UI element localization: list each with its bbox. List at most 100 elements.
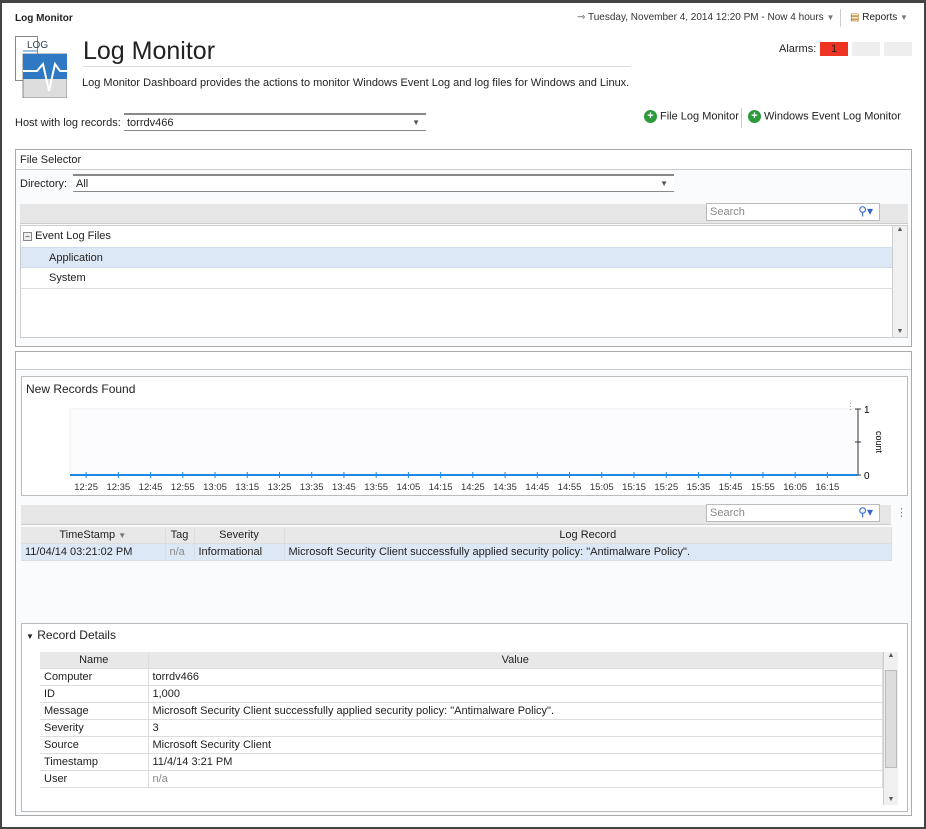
alarm-major-count[interactable] [852, 42, 880, 56]
column-options-icon[interactable]: ⋮ [896, 507, 907, 519]
details-row[interactable]: Severity 3 [40, 719, 883, 737]
detail-name: User [40, 770, 149, 788]
breadcrumb: Log Monitor [15, 13, 73, 24]
details-row[interactable]: ID 1,000 [40, 685, 883, 703]
record-details-table: Name Value Computer torrdv466 ID 1,000 Messag… [40, 652, 883, 788]
directory-select[interactable]: All ▼ [73, 174, 674, 192]
x-tick-label: 13:35 [300, 482, 324, 493]
details-row[interactable]: Message Microsoft Security Client success… [40, 702, 883, 720]
column-header-timestamp[interactable]: TimeStamp ▼ [21, 527, 166, 544]
search-placeholder: Search [710, 206, 745, 218]
time-icon: ⇾ [577, 12, 588, 23]
host-select[interactable]: torrdv466 ▼ [124, 113, 426, 131]
column-header-value[interactable]: Value [148, 652, 883, 669]
alarms-label: Alarms: [779, 43, 817, 55]
search-placeholder: Search [710, 507, 745, 519]
detail-name: ID [40, 685, 149, 703]
directory-value: All [76, 178, 89, 190]
detail-name: Message [40, 702, 149, 720]
x-tick-label: 14:25 [461, 482, 485, 493]
tree-root-label: Event Log Files [35, 230, 111, 242]
record-details-title: Record Details [37, 628, 116, 642]
detail-name: Severity [40, 719, 149, 737]
file-toolbar [20, 204, 908, 224]
file-selector-panel: File Selector Directory: All ▼ Search ⚲▾ −… [15, 149, 912, 347]
alarm-critical-count[interactable]: 1 [820, 42, 848, 56]
divider [741, 108, 742, 128]
cell-timestamp: 11/04/14 03:21:02 PM [21, 543, 166, 561]
x-tick-label: 15:45 [719, 482, 743, 493]
details-row[interactable]: Timestamp 11/4/14 3:21 PM [40, 753, 883, 771]
host-label: Host with log records: [15, 117, 121, 129]
alarm-minor-count[interactable] [884, 42, 912, 56]
detail-value: 11/4/14 3:21 PM [148, 753, 883, 771]
divider [83, 66, 631, 67]
chevron-down-icon: ▼ [900, 13, 908, 22]
detail-value: Microsoft Security Client successfully a… [148, 702, 883, 720]
x-tick-label: 14:45 [525, 482, 549, 493]
plus-icon: + [748, 110, 761, 123]
x-tick-label: 16:15 [815, 482, 839, 493]
column-header-log-record[interactable]: Log Record [284, 527, 892, 544]
tree-scrollbar[interactable]: ▲ ▼ [892, 226, 907, 337]
records-table: TimeStamp ▼ Tag Severity Log Record 11/0… [21, 527, 892, 561]
detail-value: torrdv466 [148, 668, 883, 686]
detail-value: n/a [148, 770, 883, 788]
x-tick-label: 12:25 [74, 482, 98, 493]
details-scrollbar[interactable]: ▲ ▼ [883, 652, 898, 805]
file-log-monitor-label: File Log Monitor [660, 110, 739, 123]
details-row[interactable]: Computer torrdv466 [40, 668, 883, 686]
record-details-toggle[interactable]: ▼ Record Details [26, 628, 116, 642]
cell-log-record: Microsoft Security Client successfully a… [284, 543, 892, 561]
column-header-name[interactable]: Name [40, 652, 149, 669]
x-tick-label: 13:55 [364, 482, 388, 493]
file-selector-title: File Selector [16, 150, 911, 170]
chevron-down-icon: ▼ [412, 118, 420, 127]
sort-desc-icon: ▼ [118, 531, 127, 540]
collapse-icon: − [23, 232, 32, 241]
add-windows-event-log-monitor-button[interactable]: + Windows Event Log Monitor [748, 110, 901, 123]
x-tick-label: 15:05 [590, 482, 614, 493]
details-row[interactable]: User n/a [40, 770, 883, 788]
time-range-label: Tuesday, November 4, 2014 12:20 PM - Now… [587, 12, 824, 23]
x-tick-label: 16:05 [783, 482, 807, 493]
expand-icon: ▼ [26, 632, 34, 641]
reports-button[interactable]: ▤ Reports ▼ [850, 12, 908, 23]
x-tick-label: 15:55 [751, 482, 775, 493]
tree-node-event-log-files[interactable]: − Event Log Files [21, 226, 907, 247]
records-panel: New Records Found 0 1 count 12:25 12:35 12:45… [15, 351, 912, 816]
file-search-input[interactable]: Search ⚲▾ [706, 203, 880, 221]
table-row[interactable]: 11/04/14 03:21:02 PM n/a Informational M… [21, 543, 892, 561]
time-range-selector[interactable]: ⇾ Tuesday, November 4, 2014 12:20 PM - N… [577, 12, 834, 23]
add-file-log-monitor-button[interactable]: + File Log Monitor [644, 110, 739, 123]
x-tick-label: 15:25 [654, 482, 678, 493]
x-tick-label: 15:35 [687, 482, 711, 493]
column-header-tag[interactable]: Tag [165, 527, 195, 544]
report-icon: ▤ [850, 12, 860, 23]
cell-severity: Informational [194, 543, 285, 561]
scroll-thumb[interactable] [885, 670, 897, 768]
x-tick-label: 12:55 [171, 482, 195, 493]
detail-name: Source [40, 736, 149, 754]
x-tick-label: 12:45 [139, 482, 163, 493]
chart-panel: New Records Found 0 1 count 12:25 12:35 12:45… [21, 376, 908, 496]
directory-label: Directory: [20, 178, 68, 190]
column-header-severity[interactable]: Severity [194, 527, 285, 544]
page-title: Log Monitor [83, 37, 216, 65]
chart-title: New Records Found [26, 382, 136, 396]
detail-name: Timestamp [40, 753, 149, 771]
details-row[interactable]: Source Microsoft Security Client [40, 736, 883, 754]
x-tick-label: 13:05 [203, 482, 227, 493]
x-tick-label: 13:15 [235, 482, 259, 493]
records-search-input[interactable]: Search ⚲▾ [706, 504, 880, 522]
file-tree: − Event Log Files Application System ▲ ▼ [20, 225, 908, 338]
y-tick-label: 0 [864, 471, 870, 482]
tree-item-system[interactable]: System [21, 268, 892, 289]
x-tick-label: 14:05 [397, 482, 421, 493]
chevron-down-icon: ▼ [826, 13, 835, 22]
record-details-panel: ▼ Record Details Name Value Computer torrd… [21, 623, 908, 812]
search-icon: ⚲▾ [858, 505, 873, 519]
tree-item-application[interactable]: Application [21, 247, 892, 268]
reports-label: Reports [862, 12, 898, 23]
y-tick-label: 1 [864, 405, 870, 416]
